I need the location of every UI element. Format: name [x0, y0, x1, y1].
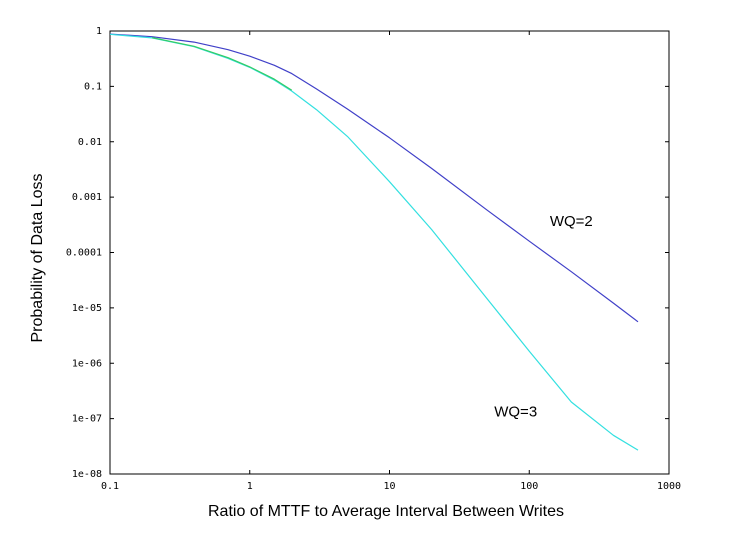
series-lines [109, 33, 639, 451]
y-tick-label: 1 [96, 26, 102, 37]
x-tick-label: 0.1 [101, 481, 119, 492]
y-tick-label: 1e-08 [72, 469, 102, 480]
y-tick-label: 1e-06 [72, 358, 102, 369]
series-label-wq-2: WQ=2 [550, 213, 593, 230]
x-tick-label: 1 [247, 481, 253, 492]
plot-frame [109, 30, 670, 475]
series-line-wq-3 [109, 33, 639, 451]
series-labels: WQ=2 WQ=3 [494, 213, 593, 420]
y-tick-label: 1e-07 [72, 414, 102, 425]
y-tick-label: 0.01 [78, 137, 102, 148]
x-tick-label: 1000 [657, 481, 681, 492]
y-tick-label: 0.001 [72, 192, 102, 203]
x-axis-title: Ratio of MTTF to Average Interval Betwee… [208, 503, 564, 520]
y-axis: 1 0.1 0.01 0.001 0.0001 1e-05 1e-06 1e-07 1e-08 [66, 26, 669, 480]
x-tick-label: 10 [383, 481, 395, 492]
x-axis: 0.1 1 10 100 1000 [101, 31, 681, 492]
series-line-overlay-2 [151, 37, 293, 91]
series-label-wq-3: WQ=3 [494, 403, 537, 420]
y-tick-label: 0.1 [84, 81, 102, 92]
series-line-wq-2 [109, 33, 639, 323]
y-axis-title: Probability of Data Loss [29, 174, 46, 343]
y-tick-label: 1e-05 [72, 303, 102, 314]
y-tick-label: 0.0001 [66, 248, 102, 259]
x-tick-label: 100 [520, 481, 538, 492]
